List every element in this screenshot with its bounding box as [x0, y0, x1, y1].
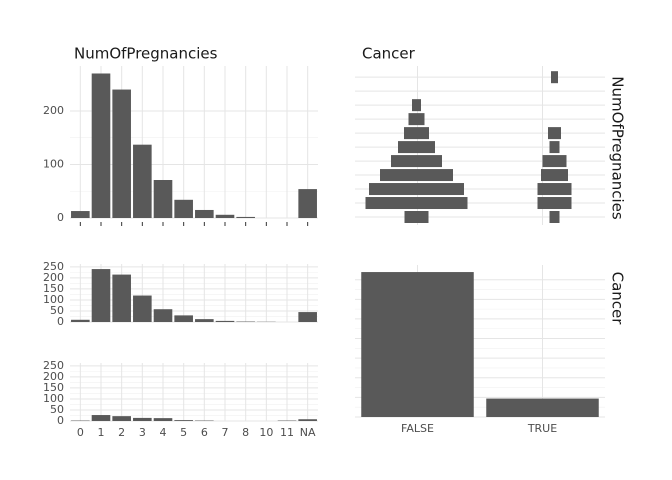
- y-tick-label: 0: [57, 315, 64, 328]
- bar: [398, 141, 435, 154]
- row-label: NumOfPregnancies: [609, 76, 627, 220]
- bar: [298, 419, 317, 421]
- bar: [174, 315, 193, 322]
- bar: [236, 216, 255, 218]
- bar: [215, 214, 235, 218]
- bar: [174, 420, 193, 421]
- x-tick-label: 7: [222, 426, 229, 439]
- bar: [133, 295, 152, 322]
- y-tick-label: 0: [57, 414, 64, 427]
- bar: [133, 417, 152, 421]
- bar: [486, 398, 599, 417]
- bar: [153, 418, 173, 421]
- y-tick-label: 50: [50, 304, 64, 317]
- y-tick-label: 100: [43, 293, 64, 306]
- bar: [391, 155, 442, 168]
- y-tick-label: 50: [50, 403, 64, 416]
- y-tick-label: 150: [43, 282, 64, 295]
- row-label: Cancer: [609, 272, 627, 326]
- x-tick-label: 1: [98, 426, 105, 439]
- bar: [404, 127, 429, 140]
- y-tick-label: 250: [43, 260, 64, 273]
- x-tick-label: 10: [259, 426, 273, 439]
- bar: [541, 169, 568, 182]
- bar: [548, 127, 561, 140]
- y-tick-label: 250: [43, 359, 64, 372]
- bar: [361, 272, 474, 417]
- bar: [380, 169, 453, 182]
- x-tick-label: 2: [118, 426, 125, 439]
- y-tick-label: 200: [43, 271, 64, 284]
- bar: [537, 183, 572, 196]
- x-tick-label: 6: [201, 426, 208, 439]
- bar: [112, 274, 131, 322]
- x-tick-label: 0: [77, 426, 84, 439]
- x-tick-label: NA: [300, 426, 316, 439]
- bar: [298, 189, 317, 218]
- x-tick-label: 4: [160, 426, 167, 439]
- bar: [195, 319, 214, 322]
- bar: [298, 312, 317, 322]
- bar: [71, 319, 90, 322]
- column-label: NumOfPregnancies: [74, 45, 218, 63]
- bar: [551, 71, 558, 84]
- bar: [549, 141, 560, 154]
- bar: [153, 180, 173, 218]
- y-tick-label: 100: [43, 392, 64, 405]
- y-tick-label: 0: [57, 211, 64, 224]
- bar: [412, 99, 421, 112]
- x-tick-label: 11: [280, 426, 294, 439]
- x-tick-label: 3: [139, 426, 146, 439]
- y-tick-label: 200: [43, 104, 64, 117]
- bar: [91, 415, 111, 421]
- bar: [408, 113, 425, 126]
- bar: [112, 416, 131, 421]
- y-tick-label: 200: [43, 370, 64, 383]
- bar: [537, 197, 572, 210]
- bar: [174, 199, 193, 218]
- bar: [215, 320, 235, 322]
- y-tick-label: 100: [43, 157, 64, 170]
- x-tick-label: 5: [180, 426, 187, 439]
- y-tick-label: 150: [43, 381, 64, 394]
- bar: [71, 211, 90, 218]
- column-label: Cancer: [362, 45, 416, 63]
- bar: [404, 211, 429, 223]
- bar: [542, 155, 567, 168]
- x-tick-label: 8: [242, 426, 249, 439]
- bar: [195, 209, 214, 218]
- bar: [153, 309, 173, 322]
- bar: [91, 73, 111, 219]
- x-tick-label: FALSE: [401, 422, 434, 435]
- bar: [549, 211, 560, 223]
- bar: [365, 197, 468, 210]
- bar: [112, 89, 131, 219]
- x-tick-label: TRUE: [527, 422, 557, 435]
- bar: [91, 269, 111, 322]
- bar: [133, 144, 152, 218]
- bar: [369, 183, 464, 196]
